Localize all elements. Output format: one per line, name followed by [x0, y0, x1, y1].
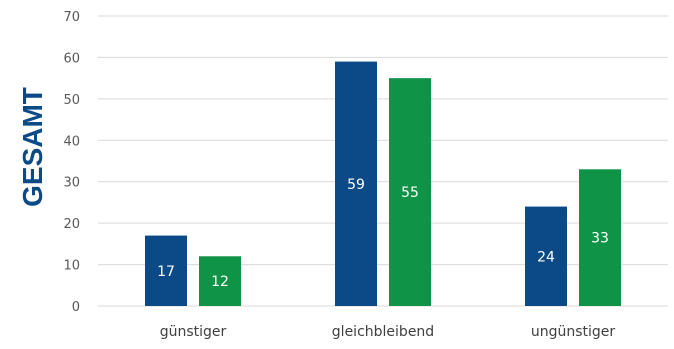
data-label: 55	[401, 185, 419, 201]
y-tick-label: 70	[63, 10, 80, 25]
gridlines	[98, 15, 668, 307]
y-tick-label: 0	[72, 300, 80, 315]
data-label: 24	[537, 249, 555, 265]
bar	[335, 61, 377, 307]
category-label: günstiger	[160, 324, 227, 340]
data-label: 17	[157, 264, 175, 280]
bar	[389, 78, 431, 307]
vertical-label: GESAMT	[17, 87, 48, 207]
bar	[199, 256, 241, 306]
category-label: gleichbleibend	[332, 324, 434, 340]
bars	[145, 61, 621, 307]
y-tick-label: 20	[63, 217, 80, 232]
data-label: 12	[211, 274, 229, 290]
y-axis-ticks: 0 10 20 30 40 50 60 70	[63, 10, 80, 315]
y-tick-label: 50	[63, 93, 80, 108]
data-labels: 17 12 59 55 24 33	[157, 177, 609, 290]
data-label: 33	[591, 231, 609, 247]
bar	[579, 169, 621, 306]
category-label: ungünstiger	[531, 324, 616, 340]
x-axis-categories: günstiger gleichbleibend ungünstiger	[160, 324, 616, 340]
y-tick-label: 10	[63, 259, 80, 274]
y-tick-label: 60	[63, 51, 80, 66]
y-tick-label: 40	[63, 134, 80, 149]
y-tick-label: 30	[63, 176, 80, 191]
bar	[145, 235, 187, 306]
data-label: 59	[347, 177, 365, 193]
bar	[525, 206, 567, 306]
